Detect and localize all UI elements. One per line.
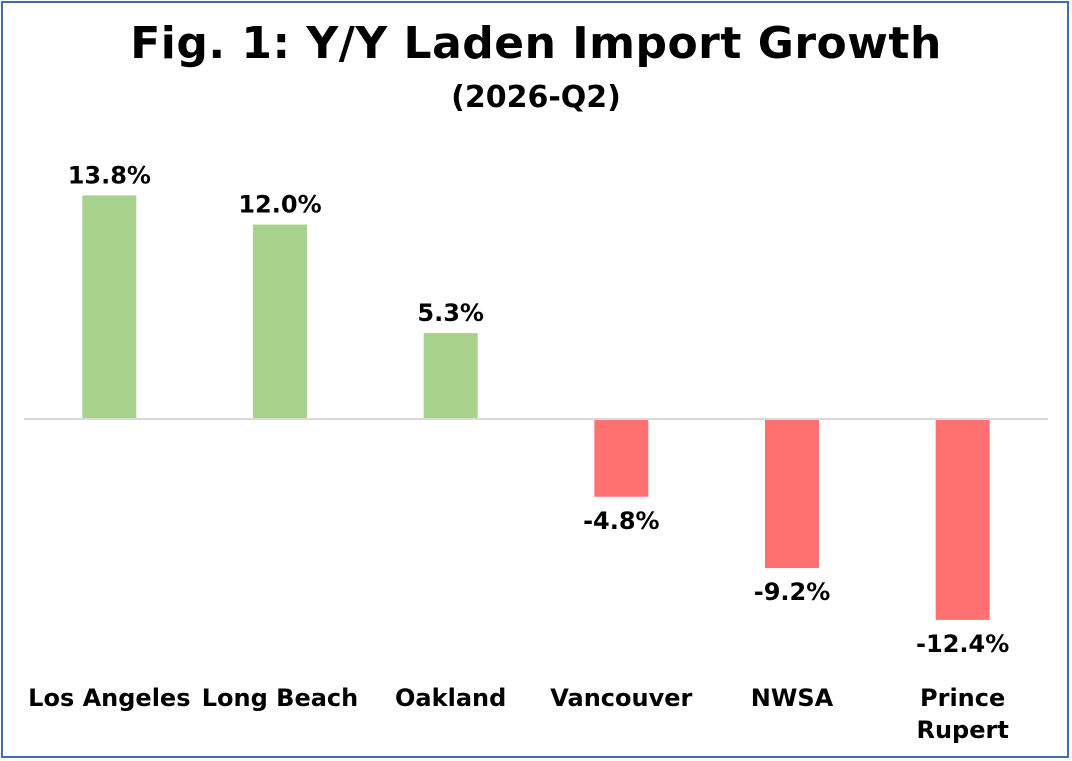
category-label: Oakland [395,684,506,712]
category-label: NWSA [751,684,834,712]
category-label: Vancouver [550,684,692,712]
data-label: 13.8% [68,161,151,189]
category-label: Los Angeles [28,684,190,712]
bar-vancouver [594,419,649,497]
category-labels-group: Los Angeles Long Beach Oakland Vancouver NWS… [28,684,1009,744]
bar-oakland [423,333,478,419]
bar-prince-rupert [935,419,990,620]
bars-group [82,195,990,620]
data-label: -9.2% [754,578,831,606]
category-label: Long Beach [202,684,358,712]
bar-long-beach [253,224,307,419]
bar-nwsa [765,419,819,569]
bar-los-angeles [82,195,137,419]
data-label: -4.8% [583,507,660,535]
data-labels-group: 13.8% 12.0% 5.3% -4.8% -9.2% -12.4% [68,161,1010,657]
category-label: Prince Rupert [916,684,1008,744]
data-label: 12.0% [238,191,321,219]
data-label: -12.4% [916,630,1009,658]
chart-subtitle: (2026-Q2) [451,80,621,115]
chart-title: Fig. 1: Y/Y Laden Import Growth [130,18,942,69]
data-label: 5.3% [417,299,484,327]
